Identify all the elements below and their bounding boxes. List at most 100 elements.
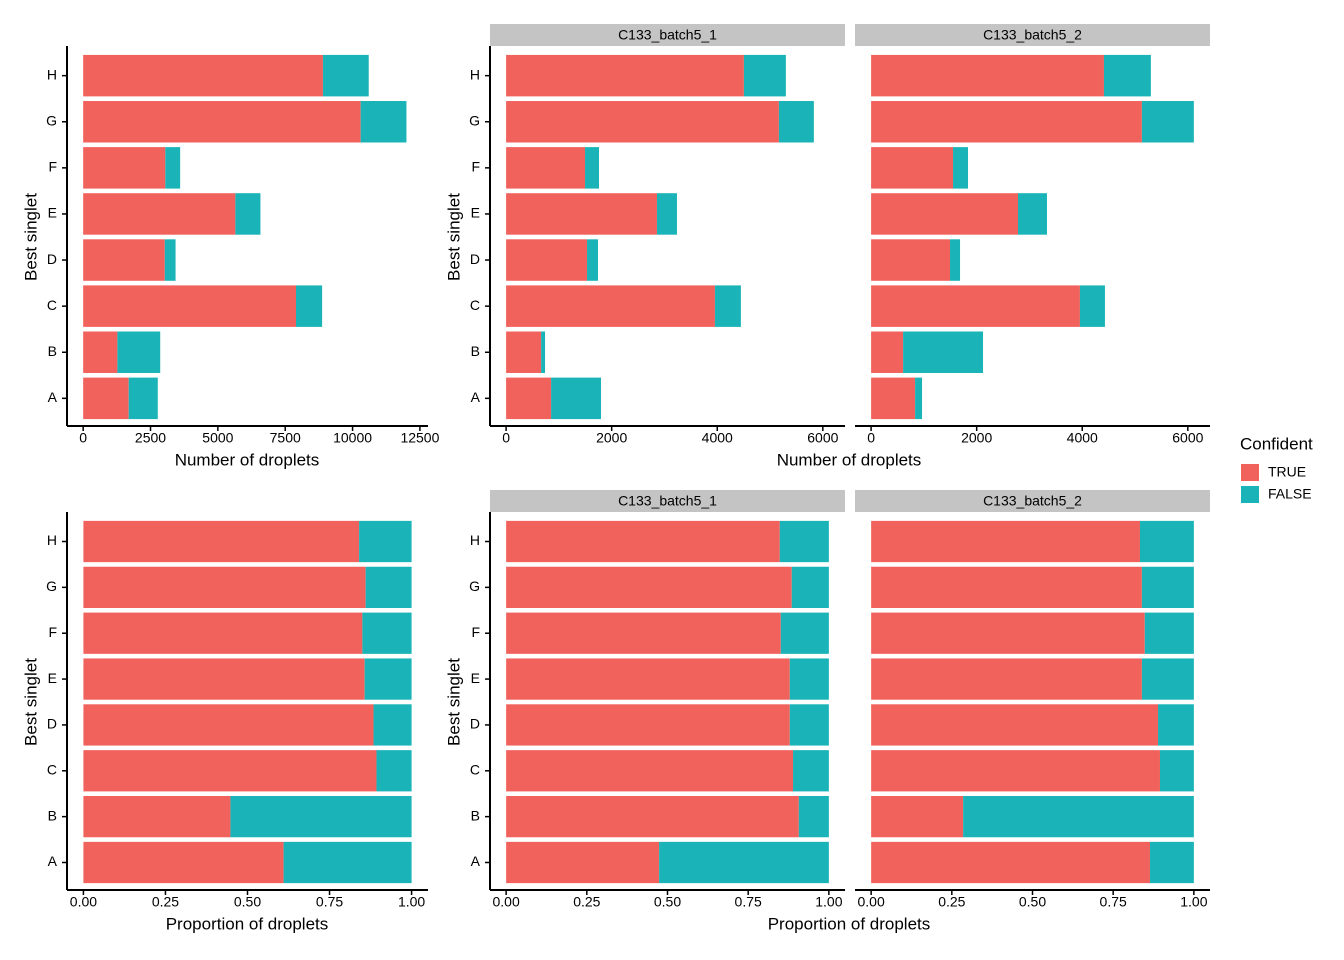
bar-segment [1018,193,1047,235]
legend-label: TRUE [1268,464,1306,480]
x-axis-title: Proportion of droplets [768,914,931,933]
y-tick-label: E [48,670,57,686]
bar-segment [506,285,715,327]
y-tick-label: F [471,159,480,175]
bar-segment [506,147,586,189]
x-tick-label: 4000 [1067,430,1098,446]
bar-segment [659,841,829,884]
bar-segment [793,750,829,792]
bar-segment [953,147,969,189]
bar-segment [743,54,786,97]
x-tick-label: 5000 [202,430,233,446]
bar-segment [871,54,1104,97]
y-tick-label: G [469,112,480,128]
x-tick-label: 0.50 [654,894,681,910]
bar-segment [506,841,660,884]
strip [490,490,845,512]
bar-segment [1158,704,1194,746]
legend-swatch [1241,464,1259,481]
x-tick-label: 6000 [1172,430,1203,446]
bar-segment [506,239,588,281]
legend-swatch [1241,486,1259,503]
bar-segment [83,566,366,608]
y-tick-label: F [48,159,57,175]
bar-segment [235,193,261,235]
y-tick-label: B [48,343,57,359]
bar-segment [789,704,829,746]
bar-segment [656,193,677,235]
x-axis-title: Number of droplets [777,450,922,469]
x-tick-label: 4000 [702,430,733,446]
y-tick-label: E [471,670,480,686]
bar-segment [83,377,129,420]
strip [855,490,1210,512]
bar-segment [83,841,284,884]
bar-segment [506,377,552,420]
bar-segment [1139,520,1194,563]
y-tick-label: A [471,389,481,405]
y-tick-label: A [471,853,481,869]
x-tick-label: 2000 [961,430,992,446]
y-tick-label: A [48,389,58,405]
bar-segment [551,377,602,420]
bar-segment [871,841,1150,884]
bar-segment [83,239,165,281]
bar-segment [83,612,363,654]
x-tick-label: 0 [79,430,87,446]
strip-label: C133_batch5_1 [618,27,717,43]
x-axis-title: Number of droplets [175,450,320,469]
strip-label: C133_batch5_1 [618,493,717,509]
bar-segment [359,520,412,563]
bar-segment [1141,658,1194,700]
y-tick-label: D [47,716,57,732]
bar-segment [1079,285,1105,327]
y-tick-label: B [471,807,480,823]
bar-segment [83,285,296,327]
bar-segment [871,285,1080,327]
y-tick-label: C [47,297,57,313]
bar-segment [1144,612,1194,654]
bar-segment [83,750,377,792]
x-tick-label: 1.00 [398,894,425,910]
x-tick-label: 0 [867,430,875,446]
bar-segment [322,54,369,97]
bar-segment [295,285,323,327]
bar-segment [1103,54,1151,97]
y-axis-title: Best singlet [444,193,463,281]
bar-segment [364,658,412,700]
bar-segment [779,520,829,563]
bar-segment [871,147,954,189]
bar-segment [83,101,361,143]
strip-label: C133_batch5_2 [983,27,1082,43]
y-tick-label: D [47,251,57,267]
strip [855,24,1210,46]
bar-segment [541,331,546,373]
bar-segment [915,377,923,420]
x-tick-label: 2500 [135,430,166,446]
bar-segment [871,520,1140,563]
bar-segment [871,377,916,420]
bar-segment [798,796,829,838]
bar-segment [506,54,744,97]
y-tick-label: H [47,66,57,82]
bar-segment [871,566,1142,608]
bar-segment [506,520,780,563]
x-tick-label: 0.75 [316,894,343,910]
bar-segment [789,658,829,700]
y-tick-label: F [48,624,57,640]
y-tick-label: B [48,807,57,823]
y-tick-label: G [46,112,57,128]
bar-segment [506,658,790,700]
bar-segment [950,239,961,281]
bar-segment [1149,841,1194,884]
bar-segment [871,658,1142,700]
bar-segment [506,704,790,746]
x-tick-label: 1.00 [1180,894,1207,910]
strip-label: C133_batch5_2 [983,493,1082,509]
bar-segment [871,704,1159,746]
bar-segment [1141,566,1194,608]
bar-segment [365,566,412,608]
x-tick-label: 0.75 [1100,894,1127,910]
bar-segment [871,612,1145,654]
